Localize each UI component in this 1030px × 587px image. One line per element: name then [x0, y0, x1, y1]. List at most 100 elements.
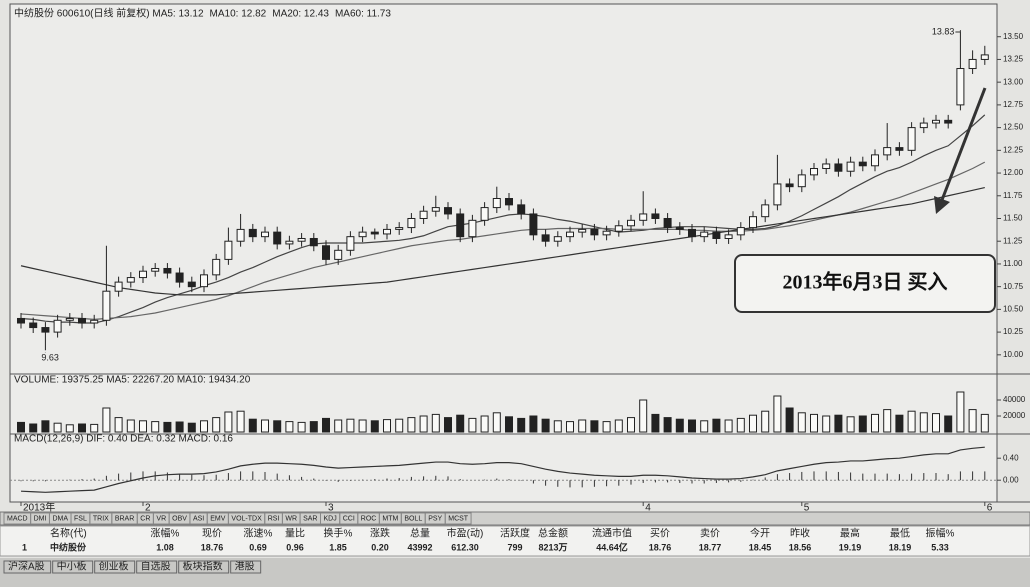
candle-body — [151, 267, 160, 272]
table-header: 总金额 — [538, 527, 568, 540]
volume-bar — [200, 420, 208, 433]
y-tick-label: 11.00 — [1003, 259, 1023, 268]
bottom-tab-frame — [52, 560, 94, 574]
indicator-tab[interactable]: OBV — [172, 515, 187, 522]
candle-body — [468, 219, 477, 238]
dif-line — [20, 446, 985, 493]
x-tick-label: 5 — [804, 503, 810, 514]
panel-title: MACD(12,26,9) DIF: 0.40 DEA: 0.32 MACD: … — [14, 434, 233, 445]
table-header: 买价 — [650, 528, 670, 540]
volume-bar — [90, 423, 99, 433]
x-tick-label: 3 — [328, 503, 334, 514]
volume-bar — [883, 409, 892, 433]
indicator-tab[interactable]: MACD — [7, 515, 28, 522]
panel-title: 中纺股份 600610(日线 前复权) MA5: 13.12 — [14, 7, 204, 20]
volume-bar — [822, 415, 831, 433]
candle-body — [163, 267, 172, 274]
candle-body — [553, 236, 562, 242]
indicator-tab[interactable]: VR — [156, 515, 166, 522]
volume-bar — [163, 421, 172, 433]
indicator-tab[interactable]: CCI — [343, 515, 355, 522]
y-tick-label: 11.75 — [1003, 191, 1023, 200]
volume-bar — [724, 419, 733, 433]
indicator-tab[interactable]: BRAR — [115, 515, 134, 522]
table-cell: 0.96 — [286, 542, 304, 552]
bottom-tab[interactable]: 沪深A股 — [8, 560, 45, 573]
bottom-tab-frame — [136, 560, 178, 574]
volume-bar — [785, 407, 794, 433]
candle-body — [956, 68, 965, 106]
y-tick-label: 11.25 — [1003, 236, 1023, 245]
candle-body — [346, 236, 355, 251]
volume-bar — [273, 420, 282, 433]
indicator-tab[interactable]: WR — [285, 515, 297, 522]
indicator-tab[interactable]: CR — [140, 515, 150, 522]
indicator-tab[interactable]: SAR — [303, 515, 317, 522]
table-cell: 8213万 — [538, 542, 567, 552]
indicator-tab[interactable]: PSY — [428, 515, 442, 522]
table-cell: 18.76 — [201, 542, 224, 552]
candle-body — [907, 127, 916, 151]
indicator-tab[interactable]: DMA — [52, 515, 68, 522]
candle-body — [322, 245, 330, 260]
volume-bar — [187, 422, 196, 433]
indicator-tab[interactable]: ASI — [193, 515, 204, 522]
bottom-tab[interactable]: 港股 — [235, 561, 255, 573]
arrow-head — [934, 196, 950, 214]
y-tick-label: 12.00 — [1003, 168, 1024, 177]
indicator-tab[interactable]: VOL-TDX — [231, 515, 262, 522]
high-pointer — [955, 30, 961, 33]
candle-body — [675, 227, 684, 230]
bottom-tab[interactable]: 自选股 — [141, 560, 171, 573]
indicator-tab[interactable]: KDJ — [324, 515, 337, 522]
volume-bar — [358, 419, 367, 433]
y-tick-label: 20000 — [1003, 411, 1026, 420]
y-tick-label: 0.00 — [1003, 475, 1019, 484]
y-tick-label: 11.50 — [1003, 214, 1023, 223]
candle-body — [236, 228, 245, 242]
candle-body — [834, 163, 843, 172]
legend-entry: MA20: 12.43 — [272, 9, 329, 20]
volume-bar — [456, 414, 465, 433]
volume-bar — [334, 419, 343, 433]
indicator-tab[interactable]: FSL — [74, 515, 87, 522]
x-tick-label: 6 — [987, 503, 993, 514]
table-header: 总量 — [410, 527, 430, 540]
candle-body — [29, 322, 38, 329]
indicator-tab[interactable]: ROC — [361, 515, 377, 522]
candle-body — [126, 277, 135, 283]
bottom-tab-frame — [3, 560, 52, 574]
volume-bar — [736, 417, 745, 433]
candle-body — [90, 319, 99, 324]
volume-bar — [700, 420, 709, 433]
candle-body — [53, 319, 62, 333]
candle-body — [773, 183, 782, 206]
indicator-tab[interactable]: EMV — [210, 515, 226, 522]
indicator-tab[interactable]: TRIX — [93, 515, 109, 522]
candle-body — [383, 228, 391, 235]
candle-body — [627, 219, 635, 227]
volume-bar — [468, 417, 477, 433]
candle-body — [614, 225, 623, 232]
indicator-tab[interactable]: BOLL — [404, 515, 422, 522]
indicator-tab[interactable]: MTM — [382, 515, 398, 522]
volume-bar — [395, 418, 404, 433]
volume-bar — [419, 415, 428, 433]
volume-bar — [663, 417, 672, 433]
volume-bar — [236, 410, 245, 433]
candle-body — [871, 154, 879, 167]
bottom-tab[interactable]: 板块指数 — [183, 560, 223, 573]
volume-bar — [773, 395, 782, 433]
bottom-tab[interactable]: 创业板 — [99, 560, 129, 573]
volume-bar — [151, 421, 160, 433]
indicator-tab[interactable]: DMI — [34, 515, 47, 522]
volume-bar — [968, 409, 977, 433]
indicator-tab[interactable]: MCST — [448, 515, 469, 522]
candle-body — [41, 327, 50, 333]
bottom-tab[interactable]: 中小板 — [57, 560, 87, 573]
table-cell: 1.08 — [156, 542, 174, 552]
volume-bar — [517, 417, 526, 433]
indicator-tab[interactable]: RSI — [268, 515, 280, 522]
candle-body — [492, 197, 501, 209]
y-tick-label: 0.40 — [1003, 453, 1019, 462]
